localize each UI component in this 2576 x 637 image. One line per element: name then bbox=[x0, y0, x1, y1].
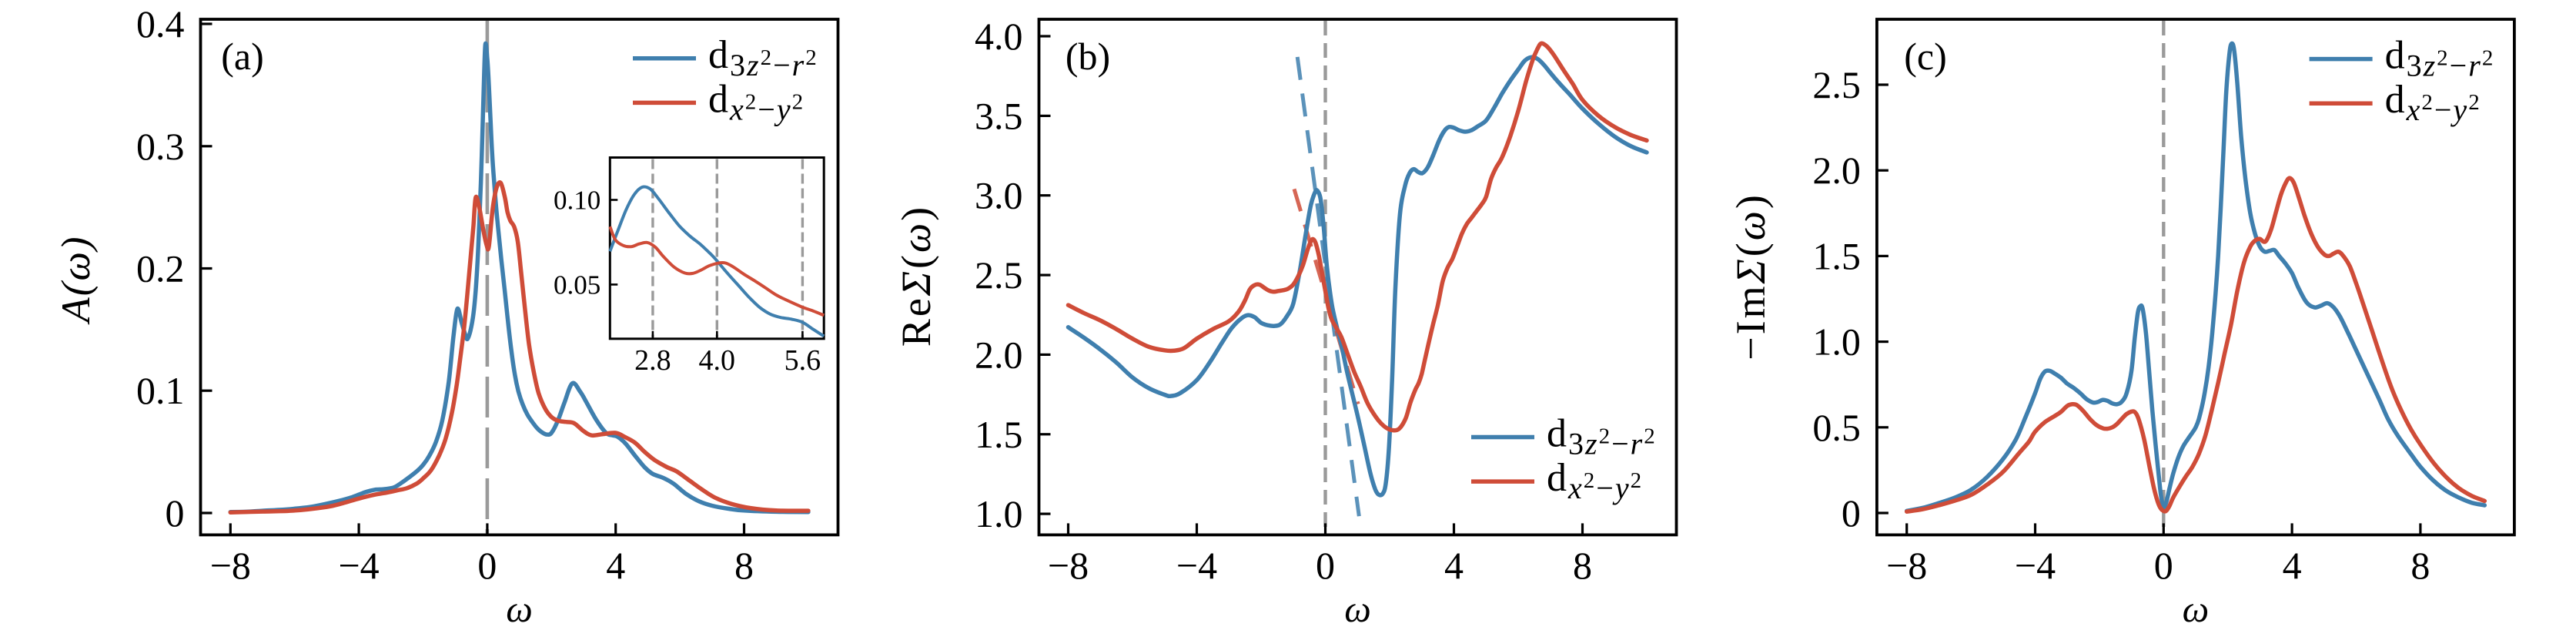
svg-text:(a): (a) bbox=[221, 35, 264, 78]
svg-text:1.5: 1.5 bbox=[1812, 234, 1861, 277]
svg-text:4: 4 bbox=[606, 544, 625, 587]
svg-text:0: 0 bbox=[2154, 544, 2173, 587]
svg-text:ReΣ(ω): ReΣ(ω) bbox=[893, 205, 939, 347]
svg-text:0: 0 bbox=[166, 491, 185, 535]
svg-text:(b): (b) bbox=[1066, 35, 1110, 78]
svg-text:ω: ω bbox=[1344, 588, 1371, 630]
svg-text:1.0: 1.0 bbox=[975, 492, 1023, 535]
svg-text:−4: −4 bbox=[338, 544, 379, 587]
svg-text:0.4: 0.4 bbox=[136, 2, 185, 45]
svg-text:−4: −4 bbox=[2015, 544, 2056, 587]
svg-text:2.0: 2.0 bbox=[975, 333, 1023, 376]
svg-text:2.8: 2.8 bbox=[634, 344, 671, 377]
svg-text:0.5: 0.5 bbox=[1812, 406, 1861, 449]
svg-text:0.3: 0.3 bbox=[136, 125, 185, 168]
svg-text:8: 8 bbox=[734, 544, 754, 587]
svg-text:−8: −8 bbox=[1886, 544, 1927, 587]
svg-text:(c): (c) bbox=[1904, 35, 1947, 78]
svg-text:0: 0 bbox=[477, 544, 497, 587]
svg-text:3.5: 3.5 bbox=[975, 94, 1023, 137]
svg-text:1.5: 1.5 bbox=[975, 413, 1023, 456]
svg-text:4: 4 bbox=[2283, 544, 2302, 587]
svg-text:0: 0 bbox=[1316, 544, 1335, 587]
svg-text:4: 4 bbox=[1444, 544, 1464, 587]
svg-text:0.1: 0.1 bbox=[136, 369, 185, 412]
svg-text:0.05: 0.05 bbox=[554, 270, 601, 300]
svg-text:ω: ω bbox=[506, 588, 533, 630]
svg-text:2.5: 2.5 bbox=[1812, 63, 1861, 106]
svg-text:2.5: 2.5 bbox=[975, 253, 1023, 297]
svg-text:5.6: 5.6 bbox=[785, 344, 821, 377]
svg-text:A(ω): A(ω) bbox=[54, 235, 99, 324]
svg-text:1.0: 1.0 bbox=[1812, 320, 1861, 364]
svg-text:−4: −4 bbox=[1176, 544, 1217, 587]
svg-text:4.0: 4.0 bbox=[975, 15, 1023, 58]
svg-text:0.10: 0.10 bbox=[554, 186, 601, 216]
svg-text:0.2: 0.2 bbox=[136, 247, 185, 290]
svg-text:8: 8 bbox=[2410, 544, 2430, 587]
svg-text:−8: −8 bbox=[210, 544, 251, 587]
svg-text:−ImΣ(ω): −ImΣ(ω) bbox=[1728, 193, 1774, 360]
svg-text:−8: −8 bbox=[1048, 544, 1089, 587]
svg-text:4.0: 4.0 bbox=[699, 344, 736, 377]
svg-text:3.0: 3.0 bbox=[975, 174, 1023, 217]
svg-text:8: 8 bbox=[1573, 544, 1592, 587]
svg-text:2.0: 2.0 bbox=[1812, 149, 1861, 192]
svg-text:0: 0 bbox=[1842, 491, 1861, 535]
svg-text:ω: ω bbox=[2183, 588, 2210, 630]
